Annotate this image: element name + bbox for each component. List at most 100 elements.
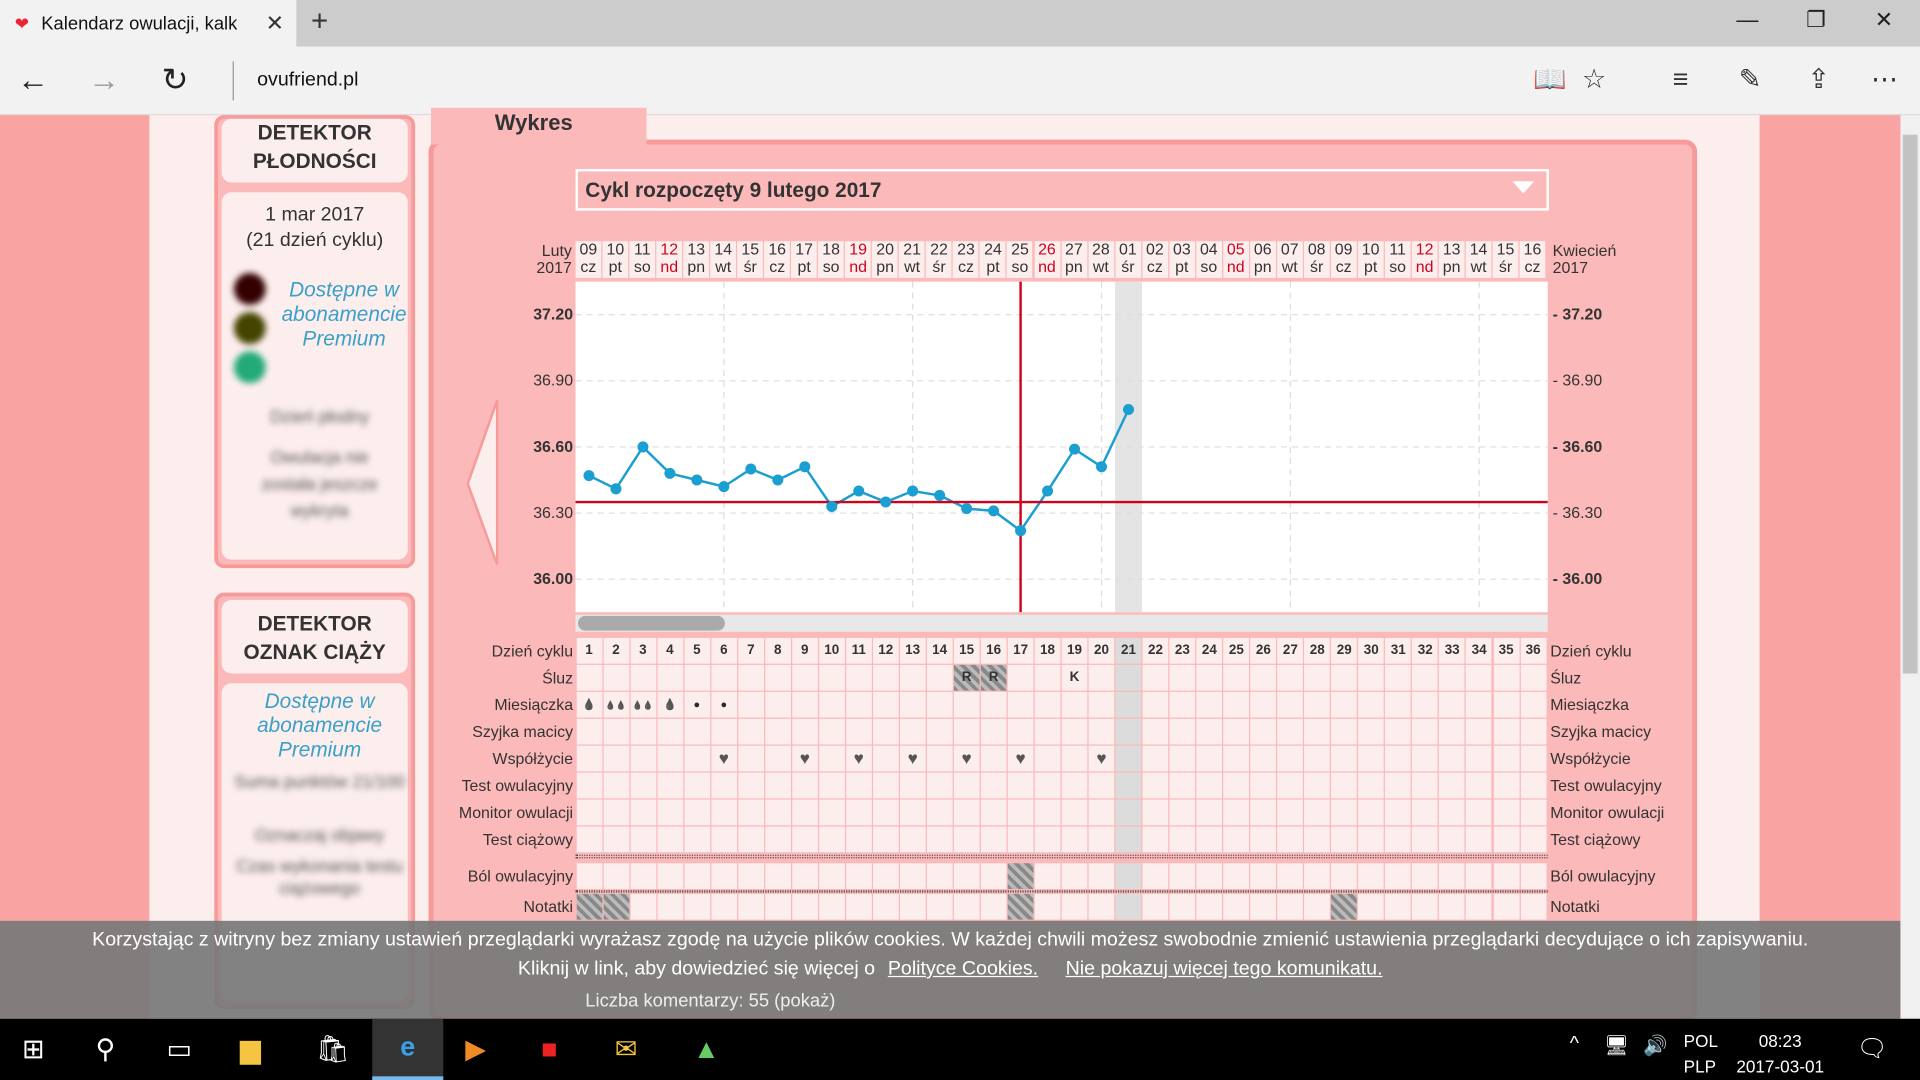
grid-cell[interactable] xyxy=(899,691,926,718)
grid-cell[interactable] xyxy=(1493,745,1519,772)
grid-cell[interactable] xyxy=(603,772,629,799)
grid-cell[interactable] xyxy=(603,745,629,772)
grid-cell[interactable] xyxy=(1493,863,1519,889)
grid-cell[interactable] xyxy=(764,664,791,691)
grid-cell[interactable] xyxy=(1277,799,1304,826)
grid-cell[interactable] xyxy=(764,718,791,745)
grid-cell[interactable] xyxy=(791,893,818,920)
grid-cell[interactable] xyxy=(1142,893,1169,920)
grid-cell[interactable] xyxy=(1250,772,1277,799)
grid-cell[interactable] xyxy=(1412,664,1439,691)
tray-chevron-icon[interactable]: ^ xyxy=(1569,1033,1579,1055)
grid-cell[interactable] xyxy=(1115,799,1142,826)
grid-cell[interactable] xyxy=(1034,691,1061,718)
forward-button[interactable]: → xyxy=(88,61,121,98)
grid-cell[interactable] xyxy=(926,893,953,920)
grid-cell[interactable]: 32 xyxy=(1412,637,1439,664)
grid-cell[interactable] xyxy=(818,664,845,691)
grid-cell[interactable] xyxy=(1493,664,1519,691)
grid-cell[interactable] xyxy=(1142,718,1169,745)
grid-cell[interactable] xyxy=(1115,718,1142,745)
grid-cell[interactable]: 20 xyxy=(1088,637,1115,664)
grid-cell[interactable] xyxy=(1493,772,1519,799)
grid-cell[interactable] xyxy=(791,799,818,826)
new-tab-button[interactable]: + xyxy=(311,4,329,38)
grid-cell[interactable] xyxy=(980,691,1007,718)
grid-cell[interactable] xyxy=(980,893,1007,920)
grid-cell[interactable] xyxy=(684,772,710,799)
grid-cell[interactable] xyxy=(1088,799,1115,826)
grid-cell[interactable] xyxy=(818,863,845,889)
grid-cell[interactable] xyxy=(576,799,602,826)
grid-cell[interactable] xyxy=(818,745,845,772)
grid-cell[interactable] xyxy=(845,772,872,799)
grid-cell[interactable] xyxy=(1115,863,1142,889)
grid-cell[interactable] xyxy=(1223,718,1250,745)
grid-cell[interactable] xyxy=(1385,718,1412,745)
grid-cell[interactable] xyxy=(1115,745,1142,772)
grid-cell[interactable] xyxy=(1439,772,1466,799)
grid-cell[interactable] xyxy=(1412,772,1439,799)
page-scrollbar-thumb[interactable] xyxy=(1902,134,1918,674)
grid-cell[interactable] xyxy=(1196,664,1223,691)
grid-cell[interactable] xyxy=(657,893,683,920)
grid-cell[interactable] xyxy=(1466,718,1493,745)
grid-cell[interactable] xyxy=(1196,799,1223,826)
grid-cell[interactable] xyxy=(737,799,764,826)
grid-cell[interactable] xyxy=(845,863,872,889)
volume-icon[interactable]: 🔊 xyxy=(1643,1035,1668,1057)
grid-cell[interactable] xyxy=(1250,718,1277,745)
grid-cell[interactable] xyxy=(1061,718,1088,745)
grid-cell[interactable] xyxy=(1061,772,1088,799)
grid-cell[interactable] xyxy=(1331,893,1358,920)
grid-cell[interactable] xyxy=(1412,745,1439,772)
grid-cell[interactable] xyxy=(710,863,737,889)
grid-cell[interactable] xyxy=(1034,772,1061,799)
grid-cell[interactable] xyxy=(1466,863,1493,889)
task-view-icon[interactable]: ▭ xyxy=(166,1033,192,1065)
grid-cell[interactable] xyxy=(818,893,845,920)
grid-cell[interactable] xyxy=(1385,691,1412,718)
grid-cell[interactable] xyxy=(630,826,656,853)
grid-cell[interactable] xyxy=(630,799,656,826)
grid-cell[interactable] xyxy=(1493,826,1519,853)
grid-cell[interactable] xyxy=(1331,664,1358,691)
premium-badge[interactable]: Dostępne w abonamencie Premium xyxy=(281,277,407,351)
grid-cell[interactable] xyxy=(1115,826,1142,853)
grid-cell[interactable] xyxy=(657,745,683,772)
grid-cell[interactable] xyxy=(1412,893,1439,920)
grid-cell[interactable] xyxy=(1520,691,1546,718)
grid-cell[interactable] xyxy=(737,718,764,745)
grid-cell[interactable] xyxy=(1007,664,1034,691)
grid-cell[interactable] xyxy=(1439,826,1466,853)
grid-cell[interactable]: 27 xyxy=(1277,637,1304,664)
grid-cell[interactable]: 💧 xyxy=(576,691,602,718)
grid-cell[interactable] xyxy=(845,799,872,826)
grid-cell[interactable] xyxy=(1358,772,1385,799)
grid-cell[interactable] xyxy=(657,772,683,799)
grid-cell[interactable] xyxy=(630,863,656,889)
url-field[interactable]: ovufriend.pl xyxy=(257,69,359,91)
minimize-button[interactable]: — xyxy=(1736,7,1759,32)
grid-cell[interactable] xyxy=(872,691,899,718)
grid-cell[interactable] xyxy=(1250,691,1277,718)
grid-cell[interactable] xyxy=(1169,745,1196,772)
grid-cell[interactable]: 14 xyxy=(926,637,953,664)
grid-cell[interactable] xyxy=(1358,826,1385,853)
grid-cell[interactable] xyxy=(1493,691,1519,718)
grid-cell[interactable] xyxy=(1169,799,1196,826)
grid-cell[interactable] xyxy=(1493,893,1519,920)
grid-cell[interactable] xyxy=(1007,772,1034,799)
grid-cell[interactable] xyxy=(1277,893,1304,920)
grid-cell[interactable] xyxy=(1223,664,1250,691)
app-icon[interactable]: ■ xyxy=(541,1033,558,1065)
grid-cell[interactable] xyxy=(1061,863,1088,889)
grid-cell[interactable] xyxy=(1493,718,1519,745)
grid-cell[interactable] xyxy=(1331,799,1358,826)
grid-cell[interactable] xyxy=(1169,664,1196,691)
clock[interactable]: 08:23 2017-03-01 xyxy=(1736,1029,1824,1080)
grid-cell[interactable]: 26 xyxy=(1250,637,1277,664)
grid-cell[interactable] xyxy=(1331,691,1358,718)
grid-cell[interactable] xyxy=(1196,691,1223,718)
grid-cell[interactable] xyxy=(1088,893,1115,920)
